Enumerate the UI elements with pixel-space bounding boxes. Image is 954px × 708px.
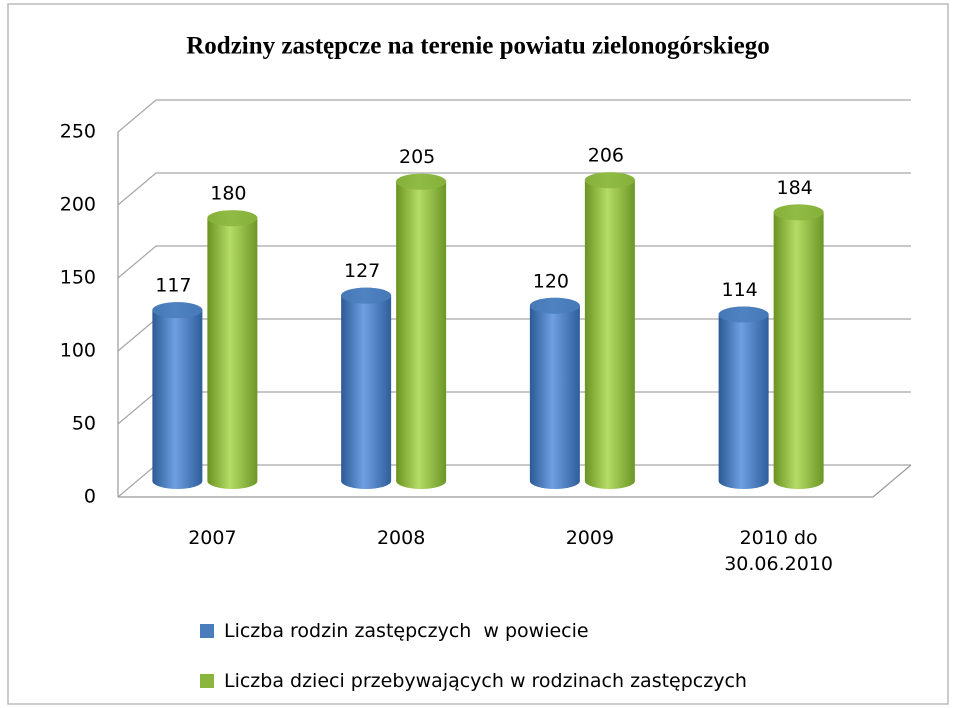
bar bbox=[207, 210, 258, 489]
grid-line bbox=[117, 172, 911, 206]
bar bbox=[396, 173, 447, 489]
bar-top bbox=[396, 173, 447, 190]
data-label: 120 bbox=[533, 270, 569, 292]
bar bbox=[773, 204, 824, 490]
x-tick-label: 2007 bbox=[188, 527, 237, 549]
data-label: 117 bbox=[155, 275, 191, 297]
legend-item: Liczba dzieci przebywających w rodzinach… bbox=[200, 670, 747, 692]
y-tick-label: 50 bbox=[72, 413, 96, 435]
data-label: 114 bbox=[721, 279, 757, 301]
data-label: 206 bbox=[588, 145, 624, 167]
legend-label: Liczba dzieci przebywających w rodzinach… bbox=[224, 670, 747, 692]
y-tick-label: 250 bbox=[60, 121, 96, 143]
bar-top bbox=[718, 306, 769, 323]
legend-item: Liczba rodzin zastępczych w powiecie bbox=[200, 620, 589, 642]
bar-top bbox=[341, 287, 392, 304]
bar-top bbox=[773, 204, 824, 221]
legend-label: Liczba rodzin zastępczych w powiecie bbox=[224, 620, 589, 642]
floor bbox=[118, 464, 912, 498]
data-label: 184 bbox=[776, 177, 812, 199]
grid-line bbox=[117, 245, 911, 279]
bar-top bbox=[529, 297, 580, 314]
legend-swatch bbox=[200, 624, 214, 638]
y-tick-label: 200 bbox=[60, 194, 96, 216]
grid-line bbox=[117, 99, 911, 133]
chart-title: Rodziny zastępcze na terenie powiatu zie… bbox=[186, 33, 770, 60]
chart-border bbox=[7, 3, 949, 705]
data-label: 180 bbox=[210, 183, 246, 205]
bar bbox=[152, 302, 203, 489]
data-label: 205 bbox=[399, 146, 435, 168]
y-tick-label: 0 bbox=[84, 486, 96, 508]
x-tick-label: 2010 do 30.06.2010 bbox=[724, 527, 834, 575]
legend-swatch bbox=[200, 674, 214, 688]
y-tick-label: 100 bbox=[60, 340, 96, 362]
bar bbox=[341, 287, 392, 489]
x-tick-label: 2008 bbox=[376, 527, 426, 549]
x-tick-label: 2009 bbox=[565, 527, 615, 549]
y-tick-label: 150 bbox=[60, 267, 96, 289]
bar-top bbox=[152, 302, 203, 319]
bar-top bbox=[207, 210, 258, 227]
bar bbox=[718, 306, 769, 489]
data-label: 127 bbox=[344, 260, 380, 282]
bar bbox=[529, 297, 580, 489]
bar bbox=[584, 172, 635, 490]
bar-top bbox=[584, 172, 635, 189]
